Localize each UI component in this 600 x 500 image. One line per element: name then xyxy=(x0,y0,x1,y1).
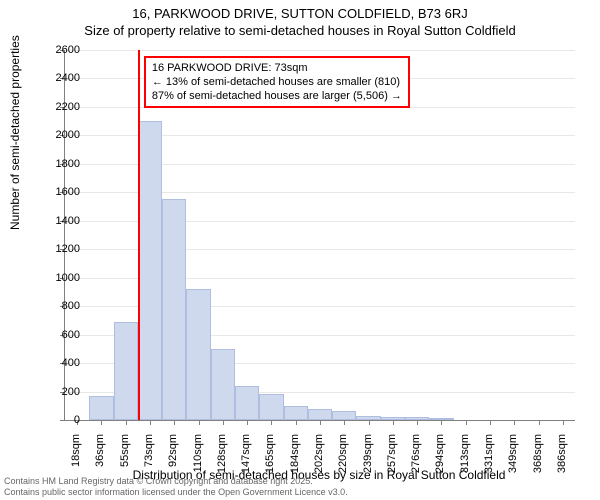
y-tick-label: 600 xyxy=(40,329,80,341)
x-tick-label: 239sqm xyxy=(362,434,374,484)
x-tick-label: 73sqm xyxy=(143,434,155,484)
y-tick-label: 400 xyxy=(40,357,80,369)
x-tick-label: 294sqm xyxy=(434,434,446,484)
histogram-bar xyxy=(284,406,308,420)
y-tick-label: 1400 xyxy=(40,215,80,227)
y-tick-label: 1600 xyxy=(40,186,80,198)
histogram-bar xyxy=(235,386,259,420)
x-tick-mark xyxy=(563,420,564,425)
chart-plot-area: 16 PARKWOOD DRIVE: 73sqm← 13% of semi-de… xyxy=(64,50,574,420)
y-tick-label: 1200 xyxy=(40,243,80,255)
x-tick-mark xyxy=(393,420,394,425)
histogram-bar xyxy=(162,199,186,420)
x-tick-mark xyxy=(247,420,248,425)
x-tick-label: 92sqm xyxy=(167,434,179,484)
y-tick-label: 2400 xyxy=(40,72,80,84)
x-tick-label: 55sqm xyxy=(119,434,131,484)
property-callout: 16 PARKWOOD DRIVE: 73sqm← 13% of semi-de… xyxy=(144,56,410,108)
callout-line: 16 PARKWOOD DRIVE: 73sqm xyxy=(152,61,402,75)
y-axis-title: Number of semi-detached properties xyxy=(8,35,22,230)
x-tick-mark xyxy=(199,420,200,425)
property-marker-line xyxy=(138,50,140,420)
x-tick-label: 386sqm xyxy=(556,434,568,484)
histogram-bar xyxy=(211,349,235,420)
histogram-bar xyxy=(308,409,332,420)
x-tick-mark xyxy=(417,420,418,425)
chart-container: 16, PARKWOOD DRIVE, SUTTON COLDFIELD, B7… xyxy=(0,0,600,500)
x-tick-mark xyxy=(320,420,321,425)
x-tick-mark xyxy=(514,420,515,425)
x-tick-mark xyxy=(223,420,224,425)
histogram-bar xyxy=(89,396,113,420)
x-tick-label: 220sqm xyxy=(337,434,349,484)
x-tick-label: 36sqm xyxy=(94,434,106,484)
y-tick-label: 1800 xyxy=(40,158,80,170)
histogram-bar xyxy=(138,121,162,420)
x-tick-label: 276sqm xyxy=(410,434,422,484)
x-tick-label: 110sqm xyxy=(192,434,204,484)
x-tick-label: 349sqm xyxy=(507,434,519,484)
x-tick-mark xyxy=(126,420,127,425)
x-tick-label: 147sqm xyxy=(240,434,252,484)
x-tick-label: 368sqm xyxy=(532,434,544,484)
callout-line: 87% of semi-detached houses are larger (… xyxy=(152,89,402,103)
x-tick-mark xyxy=(539,420,540,425)
histogram-bar xyxy=(259,394,283,420)
x-tick-label: 331sqm xyxy=(483,434,495,484)
y-tick-label: 2200 xyxy=(40,101,80,113)
x-tick-label: 257sqm xyxy=(386,434,398,484)
gridline xyxy=(65,50,575,51)
x-tick-label: 202sqm xyxy=(313,434,325,484)
x-tick-label: 128sqm xyxy=(216,434,228,484)
x-tick-mark xyxy=(101,420,102,425)
y-tick-label: 200 xyxy=(40,386,80,398)
y-tick-label: 2600 xyxy=(40,44,80,56)
x-tick-mark xyxy=(466,420,467,425)
x-tick-label: 165sqm xyxy=(264,434,276,484)
y-tick-label: 1000 xyxy=(40,272,80,284)
y-tick-label: 0 xyxy=(40,414,80,426)
histogram-bar xyxy=(114,322,138,420)
x-tick-mark xyxy=(150,420,151,425)
y-tick-label: 2000 xyxy=(40,129,80,141)
footer-line-2: Contains public sector information licen… xyxy=(4,487,348,498)
chart-title-sub: Size of property relative to semi-detach… xyxy=(0,21,600,38)
x-tick-label: 313sqm xyxy=(459,434,471,484)
histogram-bar xyxy=(186,289,210,420)
x-tick-mark xyxy=(490,420,491,425)
plot-region: 16 PARKWOOD DRIVE: 73sqm← 13% of semi-de… xyxy=(64,50,575,421)
x-tick-mark xyxy=(271,420,272,425)
histogram-bar xyxy=(332,411,356,420)
chart-title-main: 16, PARKWOOD DRIVE, SUTTON COLDFIELD, B7… xyxy=(0,0,600,21)
callout-line: ← 13% of semi-detached houses are smalle… xyxy=(152,75,402,89)
x-tick-mark xyxy=(369,420,370,425)
x-tick-mark xyxy=(296,420,297,425)
x-tick-label: 184sqm xyxy=(289,434,301,484)
x-tick-mark xyxy=(174,420,175,425)
x-tick-mark xyxy=(441,420,442,425)
x-tick-label: 18sqm xyxy=(70,434,82,484)
x-tick-mark xyxy=(344,420,345,425)
y-tick-label: 800 xyxy=(40,300,80,312)
